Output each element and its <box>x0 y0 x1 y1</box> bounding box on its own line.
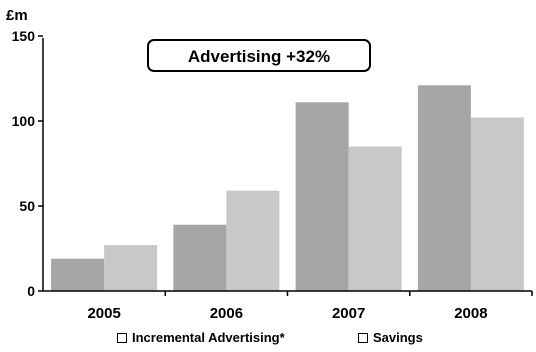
bar-savings-2008 <box>470 117 524 291</box>
y-axis-label: £m <box>6 7 28 24</box>
bar-incremental-advertising-2007 <box>295 102 349 291</box>
y-tick-label: 0 <box>27 283 35 299</box>
bar-savings-2005 <box>104 245 158 291</box>
y-tick-label: 100 <box>12 113 36 129</box>
x-tick-label: 2006 <box>210 305 243 322</box>
x-tick-label: 2008 <box>454 305 487 322</box>
legend-item-incremental-advertising: Incremental Advertising* <box>117 330 285 345</box>
bar-savings-2006 <box>226 190 280 291</box>
bar-savings-2007 <box>348 146 402 291</box>
y-tick-label: 50 <box>19 198 35 214</box>
y-tick-label: 150 <box>12 28 36 44</box>
x-tick-label: 2005 <box>87 305 120 322</box>
bar-chart: £m 0 50 100 150 2005 2006 2007 2008 Advertisin… <box>6 7 533 322</box>
x-tick-label: 2007 <box>332 305 365 322</box>
bar-incremental-advertising-2006 <box>173 224 227 291</box>
legend-swatch-savings <box>358 332 368 343</box>
legend-item-savings: Savings <box>358 330 423 345</box>
legend-label-savings: Savings <box>373 330 423 345</box>
annotation-text: Advertising +32% <box>188 47 330 66</box>
bar-incremental-advertising-2005 <box>51 258 105 291</box>
bar-incremental-advertising-2008 <box>417 85 471 291</box>
legend: Incremental Advertising* Savings <box>0 330 536 348</box>
legend-label-incremental-advertising: Incremental Advertising* <box>132 330 285 345</box>
legend-swatch-incremental-advertising <box>117 332 127 343</box>
annotation-box: Advertising +32% <box>147 39 371 72</box>
